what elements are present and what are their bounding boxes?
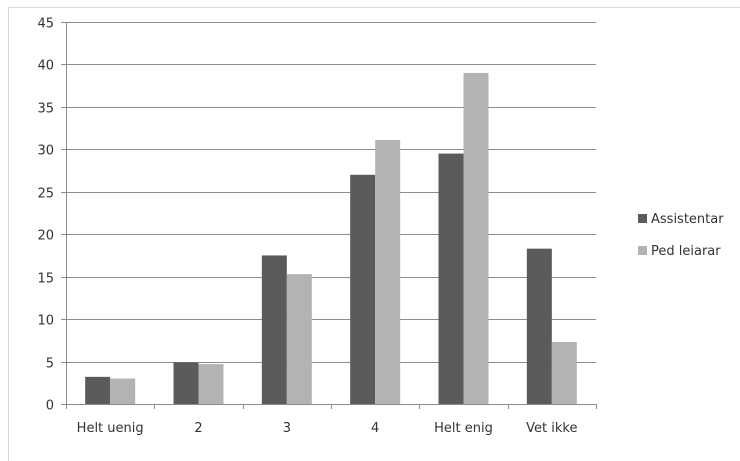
y-tick-label: 5 [46, 357, 54, 372]
y-tick-label: 20 [37, 229, 54, 244]
x-tick-label: Helt uenig [77, 421, 144, 436]
bar-ped-leiarar-5 [552, 342, 577, 404]
y-tick-label: 15 [37, 272, 54, 287]
bar-assistentar-0 [85, 377, 110, 404]
bar-assistentar-4 [439, 154, 464, 404]
legend-label-assistentar: Assistentar [651, 212, 724, 227]
x-tick-label: 2 [194, 421, 202, 436]
legend-label-ped-leiarar: Ped leiarar [651, 244, 721, 259]
bar-assistentar-1 [174, 362, 199, 404]
bar-ped-leiarar-2 [287, 274, 312, 404]
bar-ped-leiarar-4 [464, 73, 489, 404]
legend-swatch-ped-leiarar [638, 246, 647, 255]
y-tick-label: 30 [37, 144, 54, 159]
y-tick-label: 10 [37, 314, 54, 329]
y-tick-label: 25 [37, 187, 54, 202]
x-tick-label: 4 [371, 421, 379, 436]
bar-ped-leiarar-3 [375, 140, 400, 404]
x-tick-label: Vet ikke [526, 421, 577, 436]
axes [61, 22, 597, 409]
bar-ped-leiarar-0 [110, 379, 135, 404]
legend: Assistentar Ped leiarar [638, 212, 724, 259]
bar-assistentar-2 [262, 255, 287, 404]
bar-assistentar-3 [350, 175, 375, 404]
y-tick-label: 40 [37, 59, 54, 74]
legend-swatch-assistentar [638, 214, 647, 223]
y-tick-label: 0 [46, 399, 54, 414]
y-tick-label: 45 [37, 17, 54, 32]
x-tick-label: Helt enig [434, 421, 493, 436]
bar-assistentar-5 [527, 249, 552, 404]
bar-ped-leiarar-1 [199, 364, 224, 404]
x-tick-label: 3 [283, 421, 291, 436]
y-tick-label: 35 [37, 102, 54, 117]
bars [85, 73, 577, 404]
gridlines [66, 23, 596, 363]
